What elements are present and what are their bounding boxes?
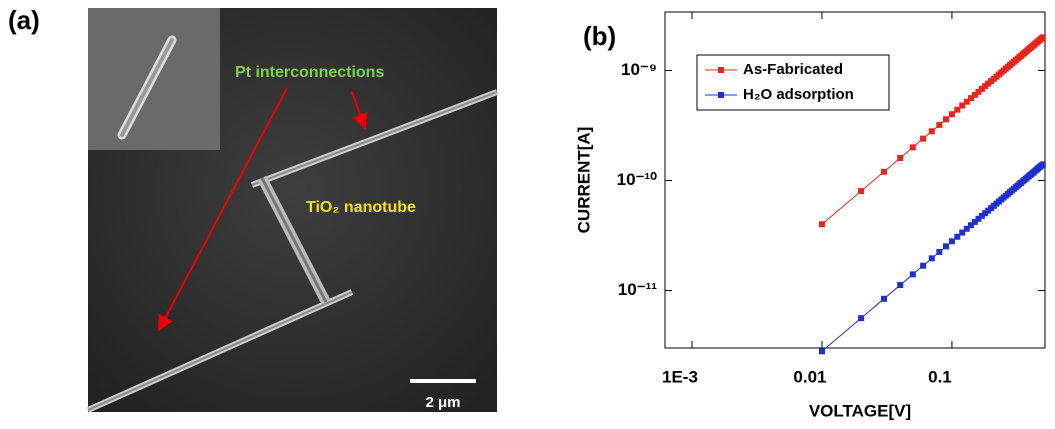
y-tick-label: 10⁻¹¹ <box>618 280 658 299</box>
data-point <box>936 249 942 255</box>
data-point <box>897 282 903 288</box>
legend-swatch <box>718 67 724 73</box>
panel-label: (b) <box>583 21 616 51</box>
data-point <box>920 263 926 269</box>
data-point <box>858 315 864 321</box>
data-point <box>936 122 942 128</box>
data-point <box>949 238 955 244</box>
data-point <box>858 188 864 194</box>
scale-bar-label: 2 μm <box>425 394 460 411</box>
x-tick-label: 0.1 <box>928 367 952 386</box>
data-point <box>881 296 887 302</box>
x-tick-label: 0.01 <box>793 367 826 386</box>
data-point <box>929 255 935 261</box>
data-point <box>1040 161 1046 167</box>
data-point <box>819 221 825 227</box>
legend-label: As-Fabricated <box>743 61 843 78</box>
data-point <box>910 271 916 277</box>
legend-label: H₂O adsorption <box>743 86 854 103</box>
panel-label: (a) <box>8 5 40 35</box>
data-point <box>897 155 903 161</box>
x-tick-label: 1E-3 <box>662 367 698 386</box>
data-point <box>819 348 825 354</box>
annotation: Pt interconnections <box>235 64 384 81</box>
y-tick-label: 10⁻⁹ <box>621 60 657 79</box>
annotation: TiO₂ nanotube <box>306 199 416 216</box>
data-point <box>949 111 955 117</box>
legend-swatch <box>718 92 724 98</box>
data-point <box>929 128 935 134</box>
data-point <box>910 144 916 150</box>
data-point <box>943 116 949 122</box>
data-point <box>1040 34 1046 40</box>
figure: (a) Pt interconnections TiO₂ nanotube 2 … <box>0 0 1055 424</box>
y-tick-label: 10⁻¹⁰ <box>617 170 658 189</box>
x-axis-label: VOLTAGE[V] <box>809 401 911 420</box>
data-point <box>920 136 926 142</box>
data-point <box>943 243 949 249</box>
y-axis-label: CURRENT[A] <box>574 127 593 234</box>
data-point <box>881 169 887 175</box>
